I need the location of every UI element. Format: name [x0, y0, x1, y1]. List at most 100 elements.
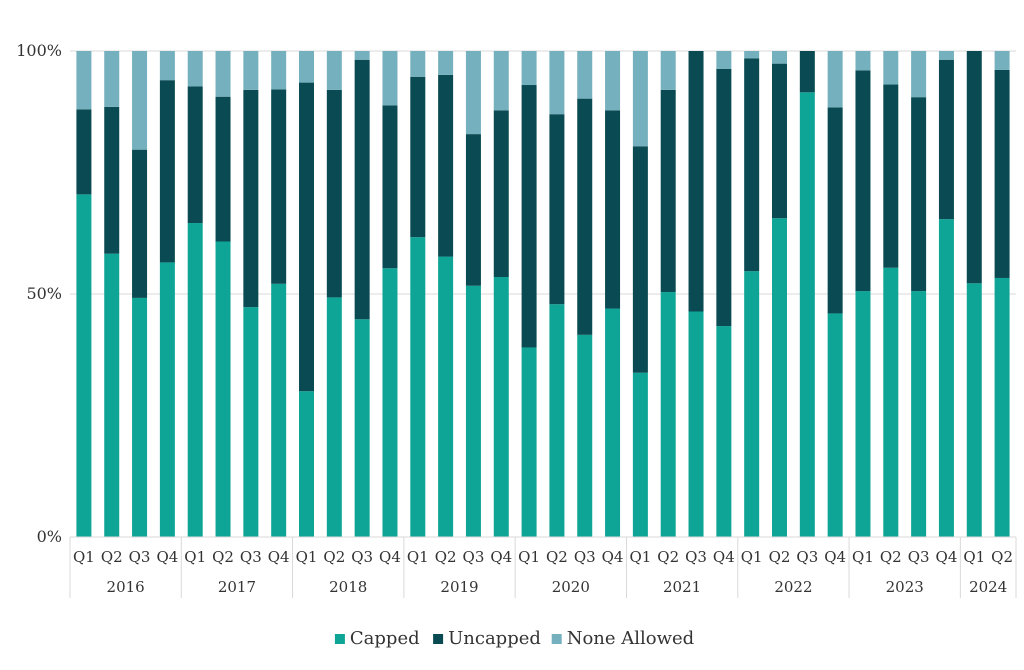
legend-label: Capped	[350, 628, 420, 649]
x-group-label: 2020	[552, 578, 590, 596]
bar-segment-none-allowed	[465, 51, 481, 135]
x-tick-label: Q2	[657, 548, 679, 566]
bar-segment-uncapped	[883, 84, 899, 268]
x-tick-label: Q2	[991, 548, 1013, 566]
bar-segment-uncapped	[577, 98, 593, 335]
bar-segment-uncapped	[243, 89, 259, 308]
legend-swatch	[334, 634, 345, 644]
gridlines	[70, 50, 1016, 538]
bar-segment-capped	[132, 297, 148, 537]
bar-segment-uncapped	[215, 96, 231, 242]
x-tick-label: Q1	[852, 548, 874, 566]
bar-segment-uncapped	[549, 114, 565, 305]
x-tick-label: Q1	[741, 548, 763, 566]
x-group-label: 2022	[774, 578, 812, 596]
legend: Capped Uncapped None Allowed	[334, 628, 694, 649]
bar-segment-none-allowed	[243, 51, 259, 90]
bar-segment-none-allowed	[549, 51, 565, 115]
bar-segment-uncapped	[493, 110, 509, 277]
bar-segment-uncapped	[827, 107, 843, 314]
bar-segment-none-allowed	[438, 51, 454, 75]
bar-segment-capped	[938, 219, 954, 537]
bar-segment-none-allowed	[911, 51, 927, 98]
bar-segment-capped	[299, 391, 314, 537]
bar-segment-capped	[465, 285, 481, 537]
bar-segment-none-allowed	[994, 51, 1010, 70]
bar-segment-uncapped	[966, 51, 982, 284]
x-group-label: 2019	[440, 578, 478, 596]
bar-segment-uncapped	[632, 146, 648, 373]
y-axis: 0% 50% 100%	[16, 41, 62, 546]
bar-segment-none-allowed	[215, 51, 231, 97]
bar-segment-none-allowed	[410, 51, 426, 77]
bar-segment-capped	[605, 308, 621, 537]
bar-segment-capped	[744, 271, 760, 537]
bar-segment-capped	[159, 262, 175, 537]
x-tick-label: Q3	[908, 548, 930, 566]
bar-segment-uncapped	[187, 86, 203, 224]
x-tick-label: Q2	[101, 548, 123, 566]
y-tick-label: 50%	[26, 284, 62, 303]
bar-segment-capped	[688, 311, 704, 537]
bar-segment-uncapped	[354, 59, 370, 320]
x-tick-label: Q2	[212, 548, 234, 566]
bar-segment-none-allowed	[159, 51, 175, 81]
bar-segment-capped	[271, 283, 287, 537]
x-tick-label: Q2	[323, 548, 345, 566]
x-tick-label: Q1	[184, 548, 206, 566]
bar-segment-none-allowed	[187, 51, 203, 87]
bar-segment-uncapped	[772, 63, 787, 219]
bar-segment-uncapped	[605, 110, 621, 309]
bar-segment-uncapped	[716, 68, 732, 327]
bar-segment-uncapped	[159, 80, 175, 263]
x-axis: Q1 Q2 Q3 Q4 Q1 Q2 Q3 Q4 Q1 Q2 Q3 Q4 Q1 Q2 Q3 Q4 Q1 Q2 Q3 Q4…	[69, 536, 1017, 598]
bar-segment-none-allowed	[632, 51, 648, 147]
bar-segment-capped	[994, 277, 1010, 537]
legend-item-uncapped: Uncapped	[433, 628, 541, 649]
bar-segment-capped	[549, 304, 565, 537]
bar-segment-none-allowed	[827, 51, 843, 108]
x-tick-label: Q3	[574, 548, 596, 566]
bar-segment-none-allowed	[744, 51, 760, 59]
bar-segment-capped	[104, 253, 120, 538]
bar-segment-none-allowed	[382, 51, 398, 106]
bar-segment-capped	[243, 307, 259, 537]
bar-segment-uncapped	[855, 70, 871, 292]
bar-segment-capped	[660, 292, 676, 537]
bar-segment-uncapped	[465, 134, 481, 286]
bar-segment-capped	[966, 283, 982, 537]
bar-segment-none-allowed	[132, 51, 148, 150]
x-tick-label: Q3	[685, 548, 707, 566]
bar-segment-uncapped	[521, 85, 537, 348]
x-group-label: 2017	[218, 578, 256, 596]
bar-segment-none-allowed	[326, 51, 342, 90]
bar-segment-uncapped	[911, 97, 927, 292]
bar-segment-uncapped	[271, 89, 287, 284]
bar-segment-uncapped	[104, 106, 120, 254]
x-group-label: 2021	[663, 578, 701, 596]
x-tick-label: Q1	[963, 548, 985, 566]
x-group-label: 2023	[886, 578, 924, 596]
bar-segment-capped	[632, 372, 648, 537]
bar-segment-capped	[577, 334, 593, 537]
bar-segment-none-allowed	[938, 51, 954, 60]
y-tick-label: 0%	[37, 527, 62, 546]
legend-label: Uncapped	[448, 628, 541, 649]
bar-segment-uncapped	[438, 74, 454, 257]
x-tick-label: Q2	[769, 548, 791, 566]
x-tick-label: Q1	[296, 548, 318, 566]
bar-segment-uncapped	[799, 51, 815, 93]
x-tick-label: Q4	[602, 548, 624, 566]
x-tick-label: Q2	[880, 548, 902, 566]
bar-segment-uncapped	[299, 82, 314, 392]
bar-segment-none-allowed	[493, 51, 509, 111]
bars	[76, 51, 1010, 538]
bar-segment-capped	[911, 291, 927, 537]
bar-segment-capped	[438, 256, 454, 537]
legend-item-capped: Capped	[334, 628, 420, 649]
bar-segment-uncapped	[688, 51, 704, 312]
x-group-label: 2018	[329, 578, 367, 596]
bar-segment-none-allowed	[354, 51, 370, 60]
